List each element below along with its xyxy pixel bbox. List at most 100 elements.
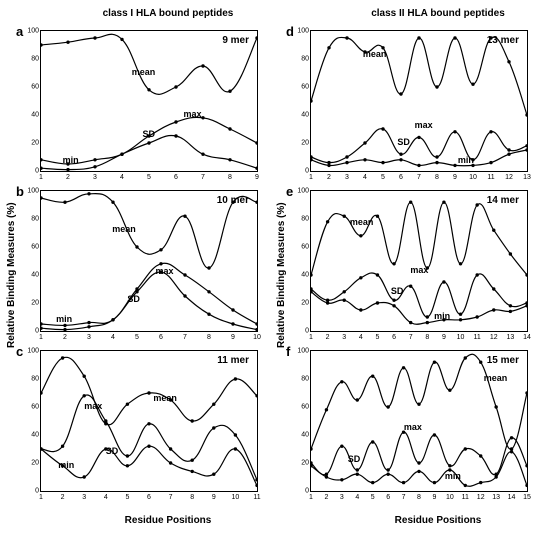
marker [207, 313, 210, 316]
y-tick: 20 [295, 460, 309, 467]
marker [41, 322, 43, 325]
x-tick: 13 [492, 494, 500, 501]
x-tick: 2 [66, 174, 70, 181]
marker [340, 445, 343, 448]
marker [87, 325, 90, 328]
marker [459, 262, 462, 265]
y-tick: 100 [25, 348, 39, 355]
marker [93, 36, 96, 39]
marker [61, 445, 64, 448]
series-min [41, 446, 257, 485]
marker [489, 161, 492, 164]
x-tick: 5 [371, 494, 375, 501]
marker [507, 153, 510, 156]
series-mean [41, 357, 257, 425]
marker [255, 328, 257, 331]
marker [104, 447, 107, 450]
x-tick: 9 [442, 334, 446, 341]
marker [471, 158, 474, 161]
marker [63, 324, 66, 327]
series-min [311, 452, 527, 487]
marker [479, 454, 482, 457]
marker [464, 484, 467, 487]
marker [201, 153, 204, 156]
marker [325, 408, 328, 411]
x-tick: 11 [474, 334, 481, 341]
panel-c: c11 mer0204060801001234567891011meanmaxS… [22, 346, 260, 498]
x-tick: 9 [212, 494, 216, 501]
marker [212, 426, 215, 429]
marker [201, 64, 204, 67]
x-tick: 4 [120, 174, 124, 181]
plot-svg [41, 31, 257, 171]
marker [255, 167, 257, 170]
figure-root: class I HLA bound peptides class II HLA … [8, 8, 545, 530]
x-tick: 10 [457, 334, 465, 341]
marker [147, 391, 150, 394]
panel-letter: f [286, 344, 290, 359]
marker [169, 461, 172, 464]
marker [147, 88, 150, 91]
marker [442, 318, 445, 321]
marker [525, 484, 527, 487]
x-tick: 9 [432, 494, 436, 501]
marker [159, 262, 162, 265]
marker [475, 315, 478, 318]
marker [120, 38, 123, 41]
panel-letter: c [16, 344, 23, 359]
marker [228, 127, 231, 130]
marker [63, 201, 66, 204]
marker [435, 85, 438, 88]
marker [525, 144, 527, 147]
y-tick: 40 [25, 112, 39, 119]
x-tick: 3 [82, 494, 86, 501]
x-tick: 8 [207, 334, 211, 341]
marker [448, 389, 451, 392]
x-tick: 10 [469, 174, 477, 181]
marker [63, 328, 66, 331]
y-tick: 40 [295, 272, 309, 279]
x-tick: 5 [135, 334, 139, 341]
marker [228, 90, 231, 93]
plot-svg [311, 31, 527, 171]
plot-svg [41, 351, 257, 491]
panel-b: b10 mer02040608010012345678910meanmaxSDm… [22, 186, 260, 338]
y-tick: 0 [295, 488, 309, 495]
marker [311, 273, 313, 276]
x-tick: 2 [324, 494, 328, 501]
marker [433, 361, 436, 364]
marker [120, 153, 123, 156]
x-tick: 4 [111, 334, 115, 341]
marker [417, 470, 420, 473]
x-tick: 3 [93, 174, 97, 181]
x-tick: 2 [326, 334, 330, 341]
plot-area: 15 mer020406080100123456789101112131415m… [310, 350, 528, 492]
marker [426, 315, 429, 318]
x-tick: 8 [425, 334, 429, 341]
marker [159, 271, 162, 274]
x-tick: 4 [355, 494, 359, 501]
y-tick: 60 [295, 244, 309, 251]
marker [169, 398, 172, 401]
panel-e: e14 mer0204060801001234567891011121314me… [292, 186, 530, 338]
marker [135, 245, 138, 248]
marker [386, 468, 389, 471]
y-tick: 80 [25, 56, 39, 63]
marker [207, 266, 210, 269]
marker [41, 391, 43, 394]
marker [399, 158, 402, 161]
panel-d: d13 mer02040608010012345678910111213mean… [292, 26, 530, 178]
x-tick: 6 [159, 334, 163, 341]
panel-letter: e [286, 184, 293, 199]
marker [471, 83, 474, 86]
marker [489, 36, 492, 39]
series-mean [311, 202, 527, 275]
marker [207, 290, 210, 293]
marker [61, 356, 64, 359]
marker [363, 50, 366, 53]
marker [417, 36, 420, 39]
marker [371, 481, 374, 484]
marker [255, 36, 257, 39]
marker [489, 130, 492, 133]
marker [66, 41, 69, 44]
